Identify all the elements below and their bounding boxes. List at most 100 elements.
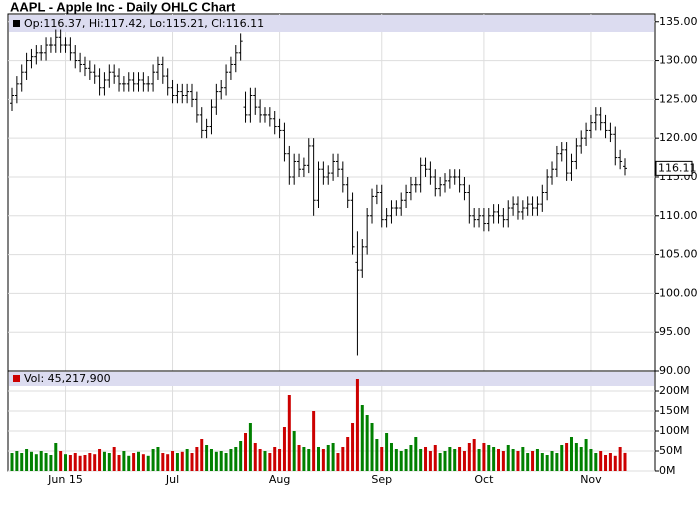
volume-bar (501, 451, 505, 471)
volume-bar (25, 449, 29, 471)
volume-bar (419, 449, 423, 471)
volume-bar (579, 447, 583, 471)
volume-bar (180, 451, 184, 471)
volume-bar (355, 379, 359, 471)
volume-bar (141, 454, 145, 471)
volume-bar (360, 405, 364, 471)
volume-bar (584, 439, 588, 471)
volume-bar (248, 423, 252, 471)
volume-bar (555, 453, 559, 471)
volume-bar (10, 453, 14, 471)
volume-bar (467, 443, 471, 471)
volume-bar (462, 451, 466, 471)
volume-bar (224, 453, 228, 471)
volume-bar (107, 453, 111, 471)
volume-header (9, 372, 654, 386)
volume-bar (15, 451, 19, 471)
volume-bar (589, 449, 593, 471)
volume-tick-label: 0M (659, 464, 676, 477)
volume-bar (477, 449, 481, 471)
volume-bar (200, 439, 204, 471)
volume-bar (346, 437, 350, 471)
y-tick-label: 135.00 (659, 15, 698, 28)
volume-bar (253, 443, 257, 471)
volume-bar (438, 453, 442, 471)
price-header (9, 15, 654, 32)
y-tick-label: 130.00 (659, 54, 698, 67)
volume-bar (171, 451, 175, 471)
volume-bar (273, 447, 277, 471)
volume-bar (64, 454, 68, 471)
volume-bar (375, 439, 379, 471)
x-tick-label: Oct (474, 473, 494, 486)
volume-bar (122, 451, 126, 471)
volume-bar (604, 455, 608, 471)
volume-bar (526, 453, 530, 471)
chart-title: AAPL - Apple Inc - Daily OHLC Chart (10, 0, 236, 14)
volume-bar (209, 449, 213, 471)
volume-bar (535, 449, 539, 471)
volume-bar (424, 447, 428, 471)
y-tick-label: 100.00 (659, 286, 698, 299)
volume-bar (39, 451, 43, 471)
volume-bar (190, 453, 194, 471)
volume-bar (98, 449, 102, 471)
volume-bar (68, 455, 72, 471)
volume-bar (302, 447, 306, 471)
volume-bar (132, 453, 136, 471)
volume-bar (263, 451, 267, 471)
volume-bar (351, 423, 355, 471)
volume-bar (487, 445, 491, 471)
volume-bar (307, 449, 311, 471)
volume-bar (54, 443, 58, 471)
volume-bar (195, 447, 199, 471)
volume-tick-label: 50M (659, 444, 683, 457)
volume-bar (516, 451, 520, 471)
volume-bar (409, 445, 413, 471)
volume-bar (239, 441, 243, 471)
volume-bar (287, 395, 291, 471)
volume-bar (594, 453, 598, 471)
volume-bar (59, 451, 63, 471)
volume-bar (472, 439, 476, 471)
volume-bar (219, 451, 223, 471)
volume-bar (613, 455, 617, 471)
volume-bar (453, 449, 457, 471)
volume-bar (297, 445, 301, 471)
volume-bar (389, 443, 393, 471)
volume-bar (175, 453, 179, 471)
volume-tick-label: 150M (659, 404, 690, 417)
x-tick-label: Nov (580, 473, 602, 486)
volume-bar (458, 447, 462, 471)
volume-bar (608, 453, 612, 471)
volume-bar (20, 453, 24, 471)
ohlc-label: Op:116.37, Hi:117.42, Lo:115.21, Cl:116.… (24, 17, 264, 30)
volume-bar (521, 447, 525, 471)
volume-bar (83, 455, 87, 471)
volume-bar (618, 447, 622, 471)
volume-bar (560, 445, 564, 471)
volume-bar (394, 449, 398, 471)
volume-bar (433, 445, 437, 471)
volume-bar (49, 455, 53, 471)
volume-legend-icon (13, 375, 20, 382)
volume-tick-label: 100M (659, 424, 690, 437)
volume-bar (540, 453, 544, 471)
volume-bar (482, 443, 486, 471)
volume-bar (380, 447, 384, 471)
volume-bar (599, 451, 603, 471)
volume-bar (117, 455, 121, 471)
volume-bar (312, 411, 316, 471)
volume-bar (73, 453, 77, 471)
volume-bar (623, 452, 627, 471)
volume-bar (234, 447, 238, 471)
y-tick-label: 95.00 (659, 325, 691, 338)
y-tick-label: 105.00 (659, 248, 698, 261)
volume-bar (244, 433, 248, 471)
volume-bar (156, 447, 160, 471)
volume-bar (545, 455, 549, 471)
volume-bar (511, 449, 515, 471)
volume-bar (428, 451, 432, 471)
